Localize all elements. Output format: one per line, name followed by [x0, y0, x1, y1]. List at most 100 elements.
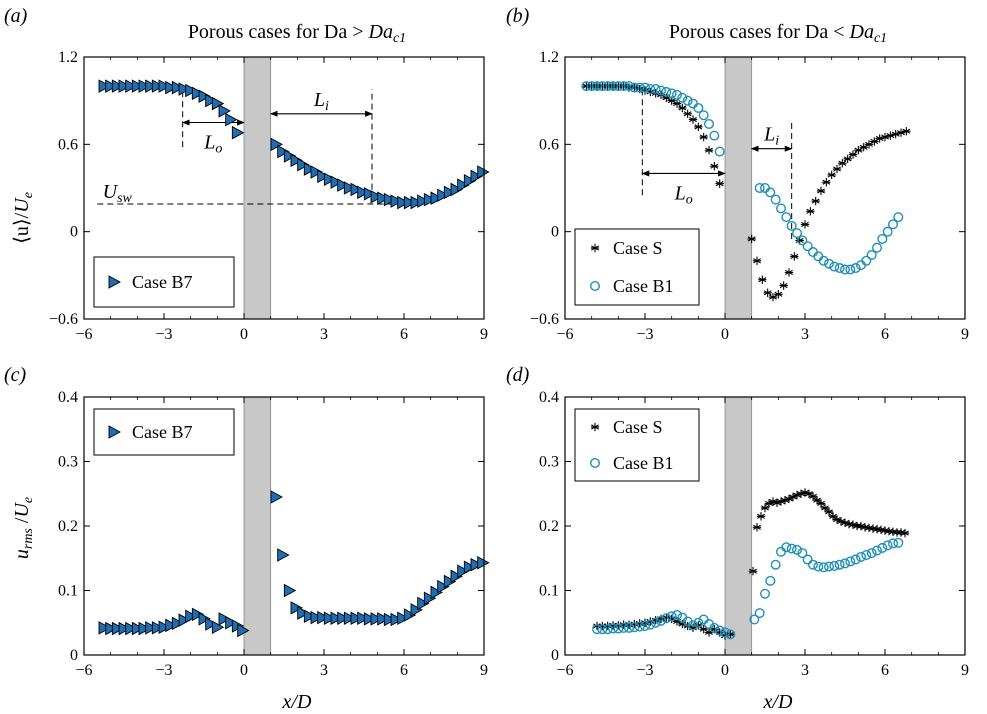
data-point-case-s: [784, 268, 794, 277]
panel-label-d: (d): [506, 364, 530, 386]
x-tick-label: 0: [721, 326, 729, 343]
data-point-case-b7: [105, 621, 118, 636]
data-point-case-b7: [330, 611, 343, 625]
data-point-case-b1: [818, 562, 829, 573]
data-point-case-b1: [709, 130, 720, 141]
data-point-case-b7: [470, 557, 483, 572]
data-point-case-b7: [377, 191, 390, 205]
data-point-case-b7: [297, 606, 310, 620]
data-point-case-b1: [866, 249, 877, 260]
data-point-case-b7: [191, 607, 205, 622]
data-point-case-b1: [672, 610, 683, 621]
y-tick-label: 0: [551, 224, 559, 241]
data-point-case-s: [808, 492, 818, 501]
x-tick-label: 3: [801, 662, 809, 679]
data-point-case-b1: [618, 81, 629, 92]
x-tick-label: 6: [881, 326, 889, 343]
data-point-case-s: [699, 132, 708, 142]
x-tick-label: 0: [240, 662, 248, 679]
data-point-case-b1: [608, 623, 619, 634]
data-point-case-s: [840, 518, 850, 527]
series-layer: [98, 79, 490, 210]
data-point-case-b1: [754, 608, 765, 619]
legend: Case B7: [93, 408, 235, 456]
data-point-case-b1: [882, 226, 893, 237]
y-tick-label: 1.2: [539, 49, 559, 66]
data-point-case-s: [758, 275, 767, 284]
data-point-case-b7: [350, 611, 363, 625]
data-point-case-b7: [337, 178, 350, 192]
data-point-case-b1: [797, 548, 808, 559]
data-point-case-b1: [656, 85, 667, 96]
data-point-case-b7: [211, 96, 225, 111]
data-point-case-b1: [786, 543, 797, 554]
legend-marker: [590, 458, 601, 469]
data-point-case-s: [715, 179, 724, 188]
x-tick-label: 6: [881, 662, 889, 679]
x-tick-label: −6: [75, 662, 92, 679]
data-point-case-b7: [437, 188, 450, 203]
data-point-case-b1: [765, 575, 776, 586]
data-point-case-b1: [650, 617, 661, 628]
data-point-case-b7: [165, 80, 178, 95]
data-point-case-b7: [363, 612, 377, 626]
data-point-case-b7: [205, 617, 218, 631]
data-point-case-b7: [98, 621, 111, 635]
annotation-u-sw: Usw: [103, 181, 133, 206]
data-point-case-b1: [781, 212, 792, 223]
data-point-case-b7: [430, 585, 443, 600]
data-point-case-b1: [808, 559, 819, 570]
panel-title-b: Porous cases for Da < Dac1: [669, 21, 887, 46]
y-tick-label: 0.3: [58, 454, 78, 471]
data-point-case-b1: [592, 624, 603, 635]
data-point-case-b1: [792, 228, 803, 239]
data-point-case-s: [796, 489, 806, 498]
data-point-case-b7: [185, 609, 198, 624]
data-point-case-b7: [98, 79, 111, 93]
data-point-case-b1: [866, 548, 877, 559]
y-tick-label: 0: [70, 647, 78, 664]
data-point-case-b7: [231, 125, 245, 140]
data-point-case-s: [763, 288, 772, 297]
panel-title-a: Porous cases for Da > Dac1: [188, 21, 406, 46]
data-point-case-b7: [383, 612, 397, 627]
data-point-case-b1: [613, 623, 624, 634]
data-point-case-b7: [218, 612, 231, 626]
legend: Case B7: [93, 256, 235, 308]
data-point-case-s: [779, 281, 788, 290]
data-point-case-b1: [682, 95, 693, 106]
series-layer: [581, 81, 911, 302]
data-point-case-b7: [198, 612, 211, 626]
data-point-case-b1: [861, 550, 872, 561]
data-point-case-b1: [893, 537, 904, 548]
x-tick-label: 3: [801, 326, 809, 343]
y-tick-label: 0.4: [539, 389, 559, 406]
x-tick-label: −3: [636, 662, 653, 679]
annotation-l-o: Lo: [674, 182, 693, 207]
data-point-case-b7: [317, 169, 330, 184]
x-tick-label: 9: [961, 662, 969, 679]
legend-marker: [108, 275, 121, 289]
data-point-case-b7: [410, 195, 423, 210]
data-point-case-b7: [158, 79, 171, 93]
x-tick-label: 3: [320, 662, 328, 679]
data-point-case-b1: [840, 558, 851, 569]
data-point-case-b7: [337, 611, 350, 625]
data-point-case-b1: [693, 617, 704, 628]
data-point-case-b1: [581, 81, 592, 92]
data-point-case-b7: [237, 623, 250, 638]
legend-label: Case S: [613, 238, 663, 258]
data-point-case-b7: [370, 189, 383, 204]
data-point-case-b1: [813, 561, 824, 572]
x-tick-label: 6: [400, 326, 408, 343]
data-point-case-s: [902, 127, 911, 136]
data-point-case-b7: [410, 603, 423, 617]
data-point-case-b1: [634, 621, 645, 632]
data-point-case-s: [800, 220, 810, 229]
data-point-case-b1: [618, 622, 629, 633]
annotation-l-i: Li: [763, 124, 779, 149]
data-point-case-b1: [760, 588, 771, 599]
data-point-case-b7: [158, 620, 171, 635]
data-point-case-b7: [277, 548, 290, 562]
data-point-case-b1: [749, 614, 760, 625]
